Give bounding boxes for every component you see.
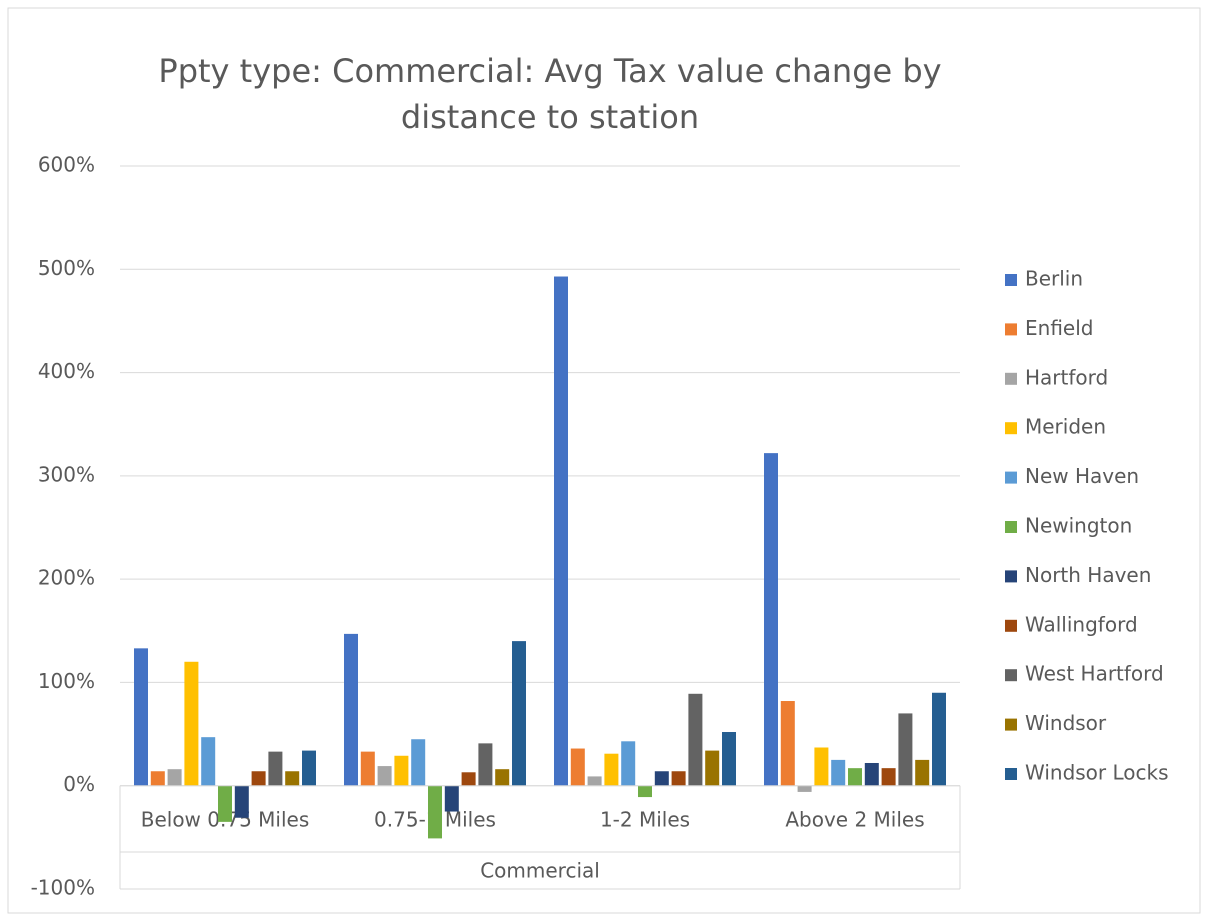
y-tick-label: -100%	[31, 876, 95, 900]
legend-swatch	[1005, 768, 1017, 780]
bar	[478, 743, 493, 786]
bar	[554, 276, 568, 786]
bar	[722, 732, 736, 786]
bar	[831, 759, 846, 786]
legend-label: West Hartford	[1025, 662, 1164, 686]
bar	[848, 768, 862, 786]
legend-swatch	[1005, 422, 1017, 435]
bar	[881, 768, 896, 786]
bar	[360, 751, 375, 786]
bar	[344, 633, 358, 786]
x-tick-label: 1-2 Miles	[600, 808, 690, 832]
y-tick-label: 400%	[38, 359, 95, 383]
bar	[495, 769, 510, 786]
bar	[705, 750, 720, 786]
legend-label: Hartford	[1025, 365, 1108, 389]
legend-swatch	[1005, 471, 1017, 484]
bar	[394, 755, 409, 786]
bar	[587, 776, 602, 786]
legend-swatch	[1005, 619, 1017, 632]
legend-label: Newington	[1025, 514, 1132, 538]
bar	[512, 641, 526, 786]
bar	[234, 785, 249, 818]
bar	[134, 648, 148, 786]
bar	[638, 785, 652, 798]
bar	[428, 785, 442, 839]
legend-label: Enfield	[1025, 316, 1093, 340]
bar	[167, 769, 182, 786]
bar	[688, 693, 703, 786]
bar	[654, 771, 669, 786]
legend-label: North Haven	[1025, 563, 1151, 587]
bar	[864, 762, 879, 786]
bar	[251, 771, 266, 786]
x-tick-label: Above 2 Miles	[785, 808, 924, 832]
bar	[932, 692, 946, 786]
bar	[184, 661, 199, 786]
bar	[150, 771, 165, 786]
bar	[444, 785, 459, 812]
bar	[218, 785, 232, 822]
bar	[285, 771, 300, 786]
legend-label: Berlin	[1025, 267, 1083, 291]
bar	[671, 771, 686, 786]
bar	[570, 748, 585, 786]
bar	[764, 453, 778, 786]
legend-label: Windsor Locks	[1025, 761, 1169, 785]
y-tick-label: 500%	[38, 256, 95, 280]
y-tick-label: 600%	[38, 153, 95, 177]
bar	[302, 750, 316, 786]
y-tick-label: 300%	[38, 462, 95, 486]
legend-swatch	[1005, 669, 1017, 682]
bar	[201, 737, 216, 786]
bar	[814, 747, 829, 786]
chart-border	[7, 7, 1201, 914]
legend-label: Meriden	[1025, 415, 1106, 439]
legend-swatch	[1005, 372, 1017, 385]
bar	[604, 753, 619, 786]
legend-swatch	[1005, 274, 1017, 286]
y-tick-label: 0%	[63, 772, 95, 796]
bar	[621, 741, 636, 786]
legend-swatch	[1005, 570, 1017, 583]
y-tick-label: 100%	[38, 669, 95, 693]
x-group-label: Commercial	[480, 859, 600, 883]
bar	[780, 701, 795, 786]
bar	[898, 713, 913, 786]
legend-label: New Haven	[1025, 464, 1139, 488]
y-tick-label: 200%	[38, 566, 95, 590]
legend-label: Windsor	[1025, 711, 1107, 735]
bar	[915, 759, 930, 786]
legend-swatch	[1005, 521, 1017, 533]
bar	[411, 739, 426, 786]
legend-swatch	[1005, 718, 1017, 731]
legend-swatch	[1005, 323, 1017, 336]
legend-label: Wallingford	[1025, 612, 1138, 636]
bar	[377, 766, 392, 786]
bar	[797, 785, 812, 792]
bar	[461, 772, 476, 786]
bar	[268, 751, 283, 786]
chart-title: Ppty type: Commercial: Avg Tax value cha…	[158, 52, 942, 136]
